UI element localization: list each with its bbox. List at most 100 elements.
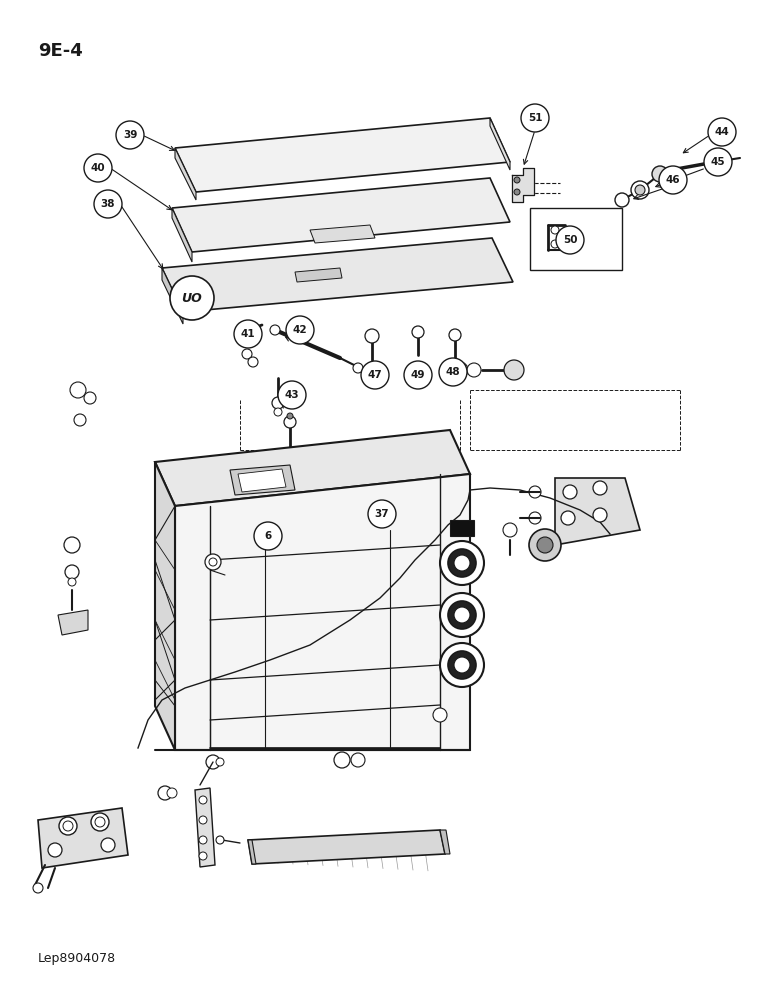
Circle shape xyxy=(116,121,144,149)
Text: 49: 49 xyxy=(411,370,425,380)
Circle shape xyxy=(433,708,447,722)
Circle shape xyxy=(199,796,207,804)
Circle shape xyxy=(206,755,220,769)
Circle shape xyxy=(448,549,476,577)
Circle shape xyxy=(529,512,541,524)
Circle shape xyxy=(404,361,432,389)
Circle shape xyxy=(33,883,43,893)
Circle shape xyxy=(368,500,396,528)
Circle shape xyxy=(199,836,207,844)
Circle shape xyxy=(529,529,561,561)
Circle shape xyxy=(615,193,629,207)
Circle shape xyxy=(503,523,517,537)
Circle shape xyxy=(334,752,350,768)
Polygon shape xyxy=(172,178,510,252)
Text: 45: 45 xyxy=(711,157,726,167)
Polygon shape xyxy=(512,168,534,202)
Circle shape xyxy=(91,813,109,831)
Circle shape xyxy=(440,593,484,637)
Circle shape xyxy=(454,555,470,571)
Text: 37: 37 xyxy=(374,509,389,519)
Circle shape xyxy=(514,189,520,195)
Circle shape xyxy=(272,397,284,409)
Polygon shape xyxy=(195,788,215,867)
Polygon shape xyxy=(175,474,470,750)
Circle shape xyxy=(652,166,668,182)
Circle shape xyxy=(529,486,541,498)
Circle shape xyxy=(284,416,296,428)
Polygon shape xyxy=(490,118,510,170)
Text: 50: 50 xyxy=(563,235,577,245)
Circle shape xyxy=(84,154,112,182)
Circle shape xyxy=(361,361,389,389)
Circle shape xyxy=(286,316,314,344)
Circle shape xyxy=(209,558,217,566)
Text: 47: 47 xyxy=(367,370,382,380)
Circle shape xyxy=(95,817,105,827)
Circle shape xyxy=(63,821,73,831)
Circle shape xyxy=(635,185,645,195)
Polygon shape xyxy=(172,208,192,262)
Circle shape xyxy=(216,758,224,766)
Text: 41: 41 xyxy=(241,329,256,339)
Circle shape xyxy=(353,363,363,373)
Text: 9E-4: 9E-4 xyxy=(38,42,83,60)
Circle shape xyxy=(708,118,736,146)
Circle shape xyxy=(64,537,80,553)
Polygon shape xyxy=(38,808,128,868)
Circle shape xyxy=(521,104,549,132)
Circle shape xyxy=(365,329,379,343)
Circle shape xyxy=(454,657,470,673)
Circle shape xyxy=(659,166,687,194)
Polygon shape xyxy=(248,830,445,864)
Circle shape xyxy=(205,554,221,570)
Polygon shape xyxy=(238,469,286,492)
Circle shape xyxy=(454,607,470,623)
Circle shape xyxy=(593,481,607,495)
Text: 6: 6 xyxy=(264,531,272,541)
Circle shape xyxy=(440,643,484,687)
Polygon shape xyxy=(248,840,256,864)
Circle shape xyxy=(631,181,649,199)
Circle shape xyxy=(242,349,252,359)
Polygon shape xyxy=(162,238,513,312)
Circle shape xyxy=(412,326,424,338)
Circle shape xyxy=(234,320,262,348)
Circle shape xyxy=(170,276,214,320)
Circle shape xyxy=(448,601,476,629)
Circle shape xyxy=(74,414,86,426)
Text: 42: 42 xyxy=(293,325,307,335)
Circle shape xyxy=(101,838,115,852)
Circle shape xyxy=(254,522,282,550)
Circle shape xyxy=(563,485,577,499)
Polygon shape xyxy=(58,610,88,635)
Text: 46: 46 xyxy=(665,175,680,185)
Text: 43: 43 xyxy=(285,390,300,400)
Circle shape xyxy=(216,836,224,844)
Circle shape xyxy=(704,148,732,176)
Circle shape xyxy=(504,360,524,380)
Polygon shape xyxy=(230,465,295,495)
Circle shape xyxy=(65,565,79,579)
Circle shape xyxy=(70,382,86,398)
Circle shape xyxy=(248,332,256,340)
Circle shape xyxy=(158,786,172,800)
Circle shape xyxy=(270,325,280,335)
Circle shape xyxy=(167,788,177,798)
Bar xyxy=(450,520,474,536)
Text: 51: 51 xyxy=(528,113,542,123)
Bar xyxy=(530,208,622,270)
Circle shape xyxy=(593,508,607,522)
Polygon shape xyxy=(555,478,640,545)
Text: UO: UO xyxy=(181,292,202,304)
Polygon shape xyxy=(155,430,470,506)
Text: Lep8904078: Lep8904078 xyxy=(38,952,116,965)
Circle shape xyxy=(448,651,476,679)
Circle shape xyxy=(48,843,62,857)
Polygon shape xyxy=(175,148,196,200)
Circle shape xyxy=(467,363,481,377)
Circle shape xyxy=(556,226,584,254)
Circle shape xyxy=(59,817,77,835)
Circle shape xyxy=(68,578,76,586)
Polygon shape xyxy=(440,830,450,854)
